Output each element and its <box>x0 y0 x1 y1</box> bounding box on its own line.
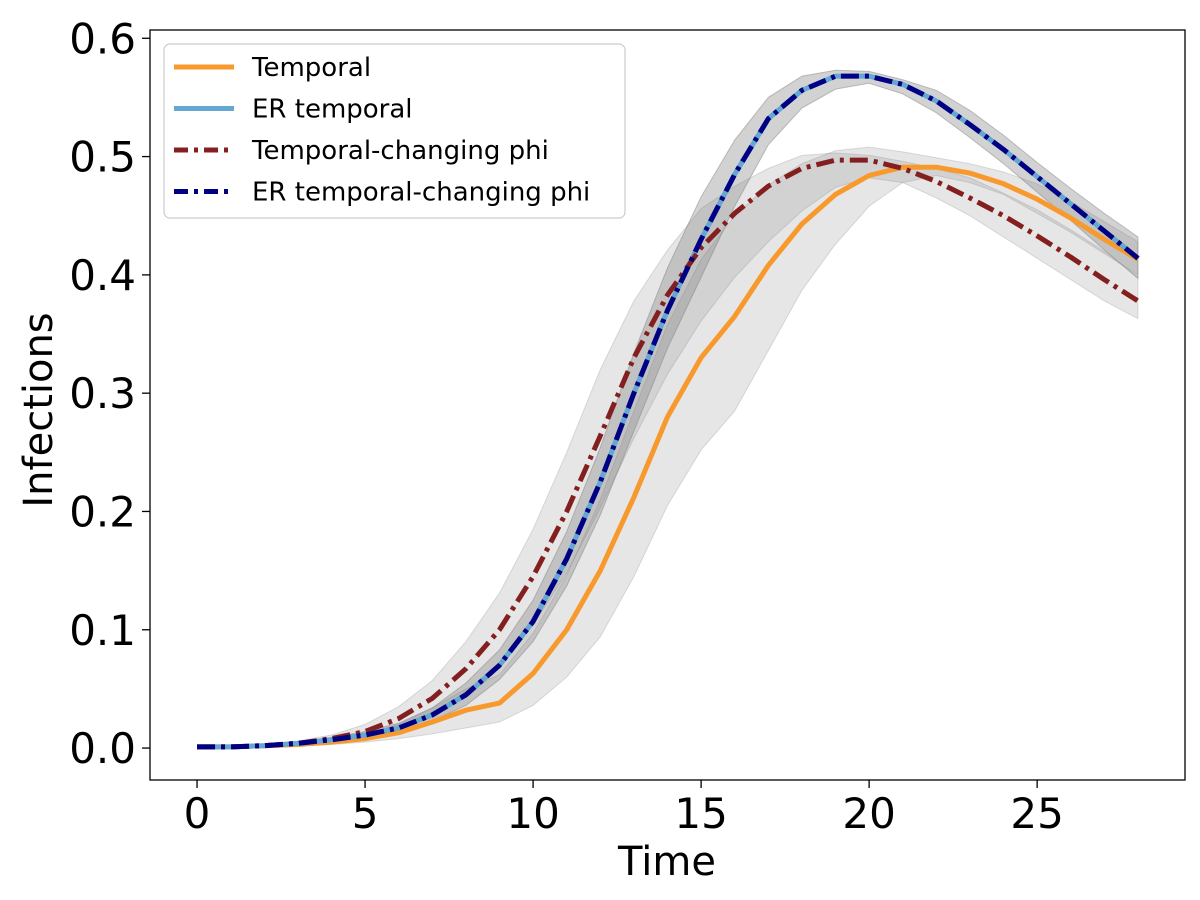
y-tick-label-3: 0.3 <box>69 369 136 418</box>
legend-label-0: Temporal <box>251 53 371 83</box>
plot-frame <box>149 29 1186 781</box>
series-line-2 <box>197 157 1140 750</box>
y-tick-label-5: 0.5 <box>69 133 136 182</box>
y-tick-label-6: 0.6 <box>69 14 136 63</box>
x-tick-label-1: 5 <box>352 789 379 838</box>
series-line-0 <box>197 164 1140 750</box>
x-tick-label-3: 15 <box>674 789 727 838</box>
x-tick-label-0: 0 <box>184 789 211 838</box>
x-tick-label-4: 20 <box>842 789 895 838</box>
series-lines <box>197 73 1140 750</box>
y-tick-label-2: 0.2 <box>69 487 136 536</box>
y-axis-label: Infections <box>16 312 62 507</box>
legend-label-1: ER temporal <box>252 95 413 125</box>
x-tick-label-5: 25 <box>1010 789 1063 838</box>
legend-label-3: ER temporal-changing phi <box>252 178 590 208</box>
y-tick-label-4: 0.4 <box>69 251 136 300</box>
x-tick-label-2: 10 <box>506 789 559 838</box>
y-axis-ticks: 0.0 0.1 0.2 0.3 0.4 0.5 0.6 <box>69 14 150 773</box>
series-line-3 <box>197 73 1140 750</box>
y-tick-label-0: 0.0 <box>69 724 136 773</box>
x-axis-ticks: 0 5 10 15 20 25 <box>184 780 1064 838</box>
x-axis-label: Time <box>617 839 716 885</box>
legend-box <box>163 43 626 219</box>
legend: Temporal ER temporal Temporal-changing phi… <box>163 43 626 219</box>
y-tick-label-1: 0.1 <box>69 606 136 655</box>
legend-label-2: Temporal-changing phi <box>251 136 549 166</box>
